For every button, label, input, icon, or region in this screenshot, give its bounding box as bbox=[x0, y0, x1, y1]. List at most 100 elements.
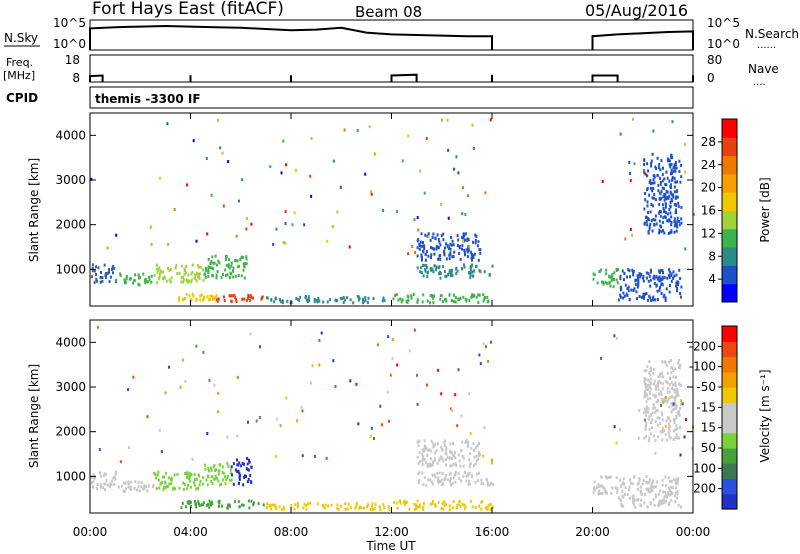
power-cell bbox=[670, 197, 673, 201]
velocity-cell bbox=[456, 503, 459, 507]
power-cell bbox=[439, 276, 442, 280]
velocity-cell bbox=[491, 483, 494, 487]
velocity-cell bbox=[640, 504, 643, 508]
velocity-cell bbox=[112, 476, 115, 480]
velocity-cell bbox=[99, 483, 102, 487]
velocity-cell bbox=[648, 380, 651, 383]
velocity-cell bbox=[362, 506, 365, 510]
power-cell bbox=[648, 193, 651, 197]
velocity-cell bbox=[672, 375, 675, 379]
date-label: 05/Aug/2016 bbox=[585, 1, 688, 20]
power-cell bbox=[662, 195, 665, 199]
velocity-cell bbox=[657, 375, 660, 379]
velocity-noise-cell bbox=[490, 340, 493, 344]
velocity-cell bbox=[130, 486, 133, 489]
power-cell bbox=[432, 232, 435, 236]
power-cell bbox=[416, 239, 419, 243]
velocity-cell bbox=[650, 426, 653, 430]
power-cell bbox=[657, 183, 660, 187]
velocity-cell bbox=[654, 384, 657, 388]
power-cell bbox=[410, 294, 413, 298]
power-colorbar-tick-label: 8 bbox=[708, 249, 716, 263]
velocity-noise-cell bbox=[373, 437, 375, 441]
power-cell bbox=[193, 277, 196, 281]
power-cell bbox=[216, 299, 219, 303]
power-cell bbox=[453, 250, 456, 254]
velocity-cell bbox=[266, 502, 269, 506]
power-cell bbox=[196, 264, 199, 268]
velocity-cell bbox=[674, 428, 677, 432]
power-cell bbox=[652, 295, 655, 299]
power-cell bbox=[673, 217, 676, 221]
power-cell bbox=[645, 215, 648, 219]
power-noise-cell bbox=[629, 171, 632, 175]
power-cell bbox=[215, 298, 218, 302]
power-noise-cell bbox=[629, 179, 632, 183]
velocity-cell bbox=[663, 501, 666, 505]
power-cell bbox=[680, 175, 683, 179]
velocity-cell bbox=[653, 379, 656, 383]
power-cell bbox=[454, 296, 457, 299]
power-cell bbox=[447, 272, 450, 276]
power-noise-cell bbox=[414, 251, 416, 254]
velocity-cell bbox=[651, 489, 654, 492]
velocity-cell bbox=[472, 442, 475, 446]
power-cell bbox=[443, 249, 446, 253]
power-cell bbox=[458, 244, 461, 248]
power-cell bbox=[430, 246, 433, 250]
velocity-cell bbox=[423, 476, 426, 480]
power-colorbar-band bbox=[722, 173, 737, 193]
power-cell bbox=[260, 297, 263, 301]
power-noise-cell bbox=[447, 244, 450, 248]
velocity-cell bbox=[449, 477, 452, 480]
power-cell bbox=[679, 277, 682, 281]
velocity-cell bbox=[408, 507, 411, 511]
power-cell bbox=[142, 272, 145, 276]
power-noise-cell bbox=[269, 165, 272, 169]
power-cell bbox=[372, 297, 375, 301]
power-cell bbox=[206, 295, 209, 299]
velocity-cell bbox=[154, 472, 157, 476]
velocity-cell bbox=[649, 387, 652, 391]
power-cell bbox=[429, 267, 432, 271]
velocity-cell bbox=[228, 503, 231, 507]
velocity-cell bbox=[675, 433, 678, 437]
velocity-cell bbox=[438, 471, 441, 475]
velocity-cell bbox=[659, 499, 662, 503]
power-cell bbox=[653, 223, 656, 227]
velocity-cell bbox=[667, 426, 670, 430]
power-cell bbox=[129, 277, 132, 280]
velocity-cell bbox=[674, 390, 677, 394]
power-noise-cell bbox=[272, 243, 275, 246]
power-colorbar-band bbox=[722, 210, 737, 230]
power-cell bbox=[210, 260, 213, 263]
power-cell bbox=[449, 253, 452, 257]
velocity-cell bbox=[676, 427, 679, 431]
velocity-cell bbox=[648, 384, 651, 388]
velocity-noise-cell bbox=[664, 395, 667, 399]
velocity-cell bbox=[237, 500, 240, 504]
power-cell bbox=[195, 279, 198, 283]
power-noise-cell bbox=[632, 117, 634, 121]
power-cell bbox=[470, 256, 473, 260]
velocity-cell bbox=[666, 381, 669, 385]
power-cell bbox=[366, 301, 369, 305]
velocity-cell bbox=[673, 421, 676, 425]
velocity-cell bbox=[257, 502, 260, 506]
velocity-cell bbox=[650, 377, 653, 381]
velocity-cell bbox=[671, 492, 674, 496]
power-cell bbox=[627, 289, 630, 293]
power-cell bbox=[647, 211, 649, 215]
power-cell bbox=[660, 210, 662, 214]
power-cell bbox=[652, 218, 655, 222]
power-cell bbox=[306, 298, 308, 302]
velocity-cell bbox=[103, 488, 106, 492]
power-cell bbox=[181, 298, 184, 302]
velocity-cell bbox=[475, 459, 478, 463]
velocity-cell bbox=[218, 463, 221, 467]
power-cell bbox=[286, 299, 289, 303]
power-cell bbox=[651, 229, 654, 233]
power-noise-cell bbox=[235, 234, 238, 238]
velocity-cell bbox=[242, 503, 245, 507]
